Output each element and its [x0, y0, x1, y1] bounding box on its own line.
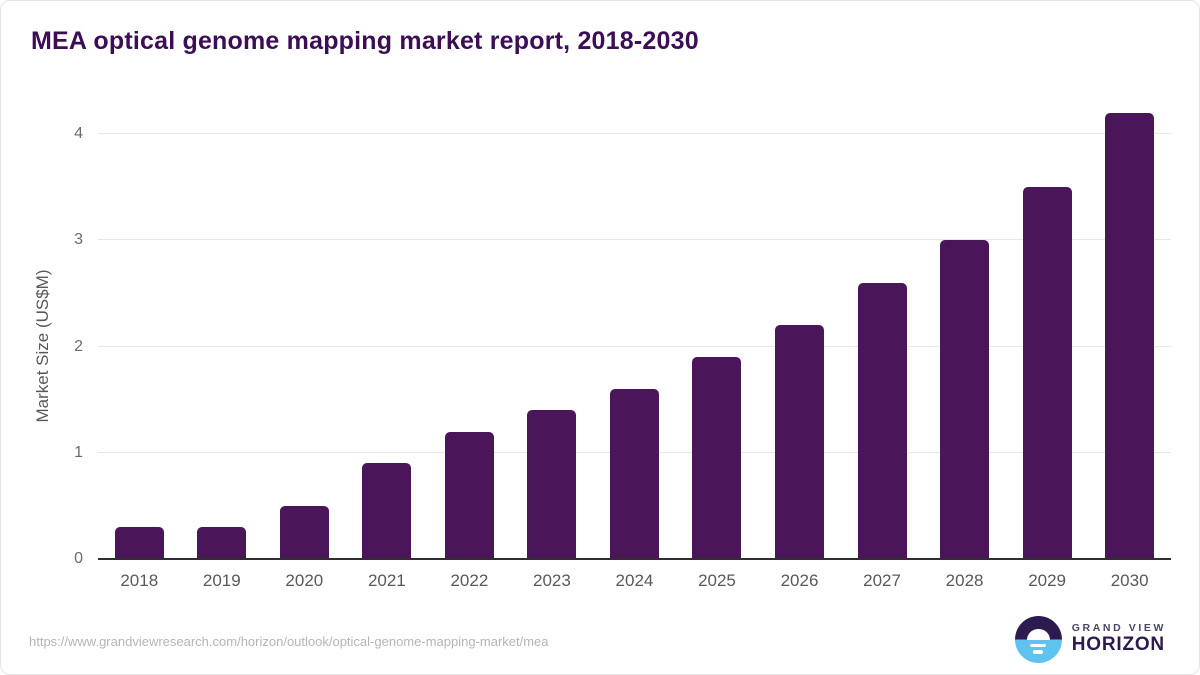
y-tick-label: 4 [74, 125, 83, 142]
sunrise-arch-icon [1026, 628, 1050, 640]
source-url: https://www.grandviewresearch.com/horizo… [29, 634, 549, 649]
x-tick-label: 2018 [120, 571, 159, 590]
x-tick-label: 2030 [1110, 571, 1149, 590]
bar-2026[interactable] [775, 325, 825, 559]
x-tick-label: 2028 [945, 571, 984, 590]
x-tick-label: 2019 [202, 571, 241, 590]
y-tick-label: 0 [74, 550, 83, 567]
y-tick-label: 2 [74, 337, 83, 355]
x-tick-label: 2027 [863, 571, 901, 590]
bar-2029[interactable] [1022, 187, 1072, 559]
bar-2022[interactable] [444, 431, 494, 559]
brand-name-bottom: HORIZON [1071, 633, 1165, 655]
brand-name-top: GRAND VIEW [1071, 622, 1166, 635]
bar-2019[interactable] [197, 527, 247, 559]
brand-logo[interactable]: GRAND VIEW HORIZON [1014, 616, 1166, 663]
bar-2023[interactable] [527, 410, 577, 559]
chart-title: MEA optical genome mapping market report… [31, 27, 699, 55]
x-tick-label: 2029 [1028, 571, 1067, 590]
bar-2030[interactable] [1105, 112, 1155, 559]
gridline [98, 133, 1171, 134]
y-axis-label: Market Size (US$M) [33, 269, 52, 423]
bar-series [98, 112, 1171, 559]
brand-logo-text: GRAND VIEW HORIZON [1072, 623, 1166, 655]
bar-2025[interactable] [692, 357, 742, 559]
y-tick-label: 1 [74, 443, 83, 461]
reflection-dash-icon [1030, 643, 1047, 647]
x-axis-labels: 2018 2019 2020 2021 2022 2023 2024 2025 2026 2027… [98, 571, 1171, 591]
bar-2020[interactable] [279, 505, 329, 559]
plot-area [98, 112, 1171, 560]
gridline [98, 345, 1171, 347]
y-axis-ticks: 0 1 2 3 4 [51, 125, 83, 567]
bar-2028[interactable] [940, 240, 990, 559]
x-tick-label: 2021 [367, 571, 406, 590]
reflection-dash-icon [1033, 650, 1044, 654]
x-tick-label: 2020 [285, 571, 324, 590]
gridline [98, 239, 1171, 241]
x-tick-label: 2025 [698, 571, 736, 590]
x-tick-label: 2022 [450, 571, 489, 590]
bar-2024[interactable] [609, 389, 659, 559]
bar-2021[interactable] [362, 463, 412, 559]
x-tick-label: 2023 [533, 571, 571, 590]
x-axis-line [98, 558, 1171, 560]
x-tick-label: 2026 [780, 571, 819, 590]
grand-view-horizon-logo-icon [1014, 616, 1062, 663]
x-tick-label: 2024 [615, 571, 654, 590]
bar-2018[interactable] [114, 527, 164, 559]
bar-2027[interactable] [857, 282, 907, 559]
y-tick-label: 3 [74, 231, 83, 249]
